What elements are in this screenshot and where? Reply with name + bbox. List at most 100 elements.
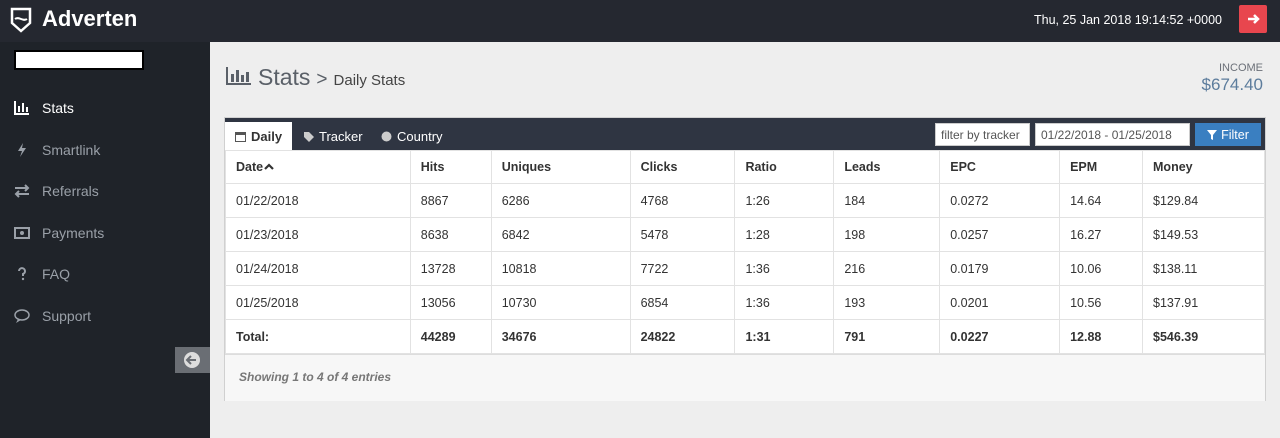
- column-label: Leads: [844, 160, 881, 174]
- income-value: $674.40: [1201, 75, 1263, 94]
- toolbar: Daily Tracker Country filter by tracker …: [225, 118, 1265, 150]
- nav-label: Payments: [42, 224, 105, 241]
- tab-label: Daily: [251, 128, 283, 144]
- breadcrumb: Stats > Daily Stats: [226, 64, 405, 91]
- table-cell: 1:26: [734, 183, 835, 218]
- column-header: Ratio: [734, 150, 835, 184]
- nav-label: Stats: [42, 100, 74, 116]
- nav-icon: [18, 142, 26, 157]
- filter-button[interactable]: Filter: [1195, 123, 1261, 146]
- table-cell: 13056: [409, 285, 492, 320]
- separator: >: [316, 69, 328, 90]
- column-label: Clicks: [640, 160, 678, 174]
- column-header: EPM: [1059, 150, 1144, 184]
- stats-panel: Daily Tracker Country filter by tracker …: [224, 117, 1266, 401]
- logo: [10, 7, 32, 33]
- table-cell: 0.0272: [939, 183, 1061, 218]
- nav-item[interactable]: Payments: [14, 225, 104, 241]
- table-cell: 01/23/2018: [225, 217, 411, 252]
- table-cell: 216: [833, 251, 941, 286]
- nav-label: Referrals: [42, 183, 99, 200]
- logout-button[interactable]: [1239, 5, 1267, 33]
- sidebar: Stats Smartlink Referrals Payments FAQ Suppor…: [0, 42, 210, 438]
- tab[interactable]: Country: [371, 122, 453, 150]
- column-label: EPC: [950, 160, 976, 174]
- table-row: 01/25/2018 13056 10730 6854 1:36 193 0.0201 10.…: [225, 285, 1265, 320]
- tab[interactable]: Tracker: [293, 122, 373, 150]
- income-label: INCOME: [1219, 62, 1263, 74]
- table-cell: 6842: [490, 217, 631, 252]
- table-cell: 193: [833, 285, 941, 320]
- column-label: Money: [1153, 160, 1193, 174]
- table-cell: 6854: [629, 285, 736, 320]
- account-box: [14, 50, 144, 70]
- column-header: Money: [1142, 150, 1265, 184]
- table-row: 01/24/2018 13728 10818 7722 1:36 216 0.0179 10.…: [225, 251, 1265, 286]
- table-cell: 1:36: [734, 285, 835, 320]
- collapse-button[interactable]: [175, 347, 210, 373]
- nav-item[interactable]: Referrals: [14, 183, 99, 199]
- nav-label: Support: [42, 308, 92, 324]
- nav-icon: [18, 267, 26, 281]
- nav-item[interactable]: Support: [14, 308, 91, 324]
- column-header: Clicks: [629, 150, 736, 184]
- table-cell: 8638: [409, 217, 492, 252]
- table-cell: 10818: [490, 251, 631, 286]
- nav-icon: [14, 184, 30, 198]
- table-cell: 13728: [409, 251, 492, 286]
- top-bar: Adverten Thu, 25 Jan 2018 19:14:52 +0000: [0, 0, 1280, 42]
- sort-icon: [264, 163, 274, 170]
- column-header: EPC: [939, 150, 1061, 184]
- datetime: Thu, 25 Jan 2018 19:14:52 +0000: [1033, 13, 1222, 27]
- table-cell: 1:36: [734, 251, 835, 286]
- nav-label: FAQ: [42, 266, 71, 283]
- column-header: Uniques: [490, 150, 631, 184]
- total-cell: 24822: [629, 319, 736, 354]
- table-cell: 0.0257: [939, 217, 1061, 252]
- nav-item[interactable]: FAQ: [14, 266, 70, 282]
- table-cell: 16.27: [1059, 217, 1144, 252]
- total-cell: 12.88: [1059, 319, 1144, 354]
- table-cell: $129.84: [1142, 183, 1265, 218]
- nav-icon: [14, 101, 29, 115]
- brand: Adverten: [42, 6, 138, 31]
- total-cell: 791: [833, 319, 941, 354]
- column-label: Uniques: [501, 160, 552, 174]
- stats-icon: [226, 67, 251, 85]
- column-label: Date: [236, 160, 264, 174]
- table-cell: 8867: [409, 183, 492, 218]
- total-cell: $546.39: [1142, 319, 1265, 354]
- table-footer: Showing 1 to 4 of 4 entries: [225, 354, 1265, 401]
- table-cell: $137.91: [1142, 285, 1265, 320]
- table-cell: $149.53: [1142, 217, 1265, 252]
- table-cell: 01/24/2018: [225, 251, 411, 286]
- table-cell: 184: [833, 183, 941, 218]
- total-cell: 0.0227: [939, 319, 1061, 354]
- table-cell: 10.56: [1059, 285, 1144, 320]
- tab-label: Tracker: [319, 128, 363, 144]
- table-cell: 5478: [629, 217, 736, 252]
- table-cell: 14.64: [1059, 183, 1144, 218]
- nav-item[interactable]: Stats: [14, 100, 74, 116]
- nav-label: Smartlink: [42, 141, 101, 158]
- total-cell: 1:31: [734, 319, 835, 354]
- column-header: Hits: [409, 150, 492, 184]
- total-cell: 44289: [409, 319, 492, 354]
- column-header[interactable]: Date: [225, 150, 411, 184]
- table-cell: 4768: [629, 183, 736, 218]
- total-cell: Total:: [225, 319, 411, 354]
- stats-table: Date Hits Uniques Clicks Ratio Leads EPC EPM Mon…: [225, 150, 1265, 354]
- table-cell: 01/25/2018: [225, 285, 411, 320]
- total-cell: 34676: [490, 319, 631, 354]
- tab-label: Country: [397, 128, 443, 144]
- table-cell: 0.0201: [939, 285, 1061, 320]
- page-subtitle: Daily Stats: [333, 72, 406, 89]
- tracker-filter-input[interactable]: filter by tracker: [935, 123, 1030, 146]
- nav-item[interactable]: Smartlink: [14, 142, 100, 158]
- nav-icon: [14, 309, 30, 323]
- date-range-input[interactable]: 01/22/2018 - 01/25/2018: [1035, 123, 1190, 146]
- tab[interactable]: Daily: [225, 122, 293, 150]
- table-row: 01/23/2018 8638 6842 5478 1:28 198 0.0257 16.27…: [225, 217, 1265, 252]
- table-cell: 10730: [490, 285, 631, 320]
